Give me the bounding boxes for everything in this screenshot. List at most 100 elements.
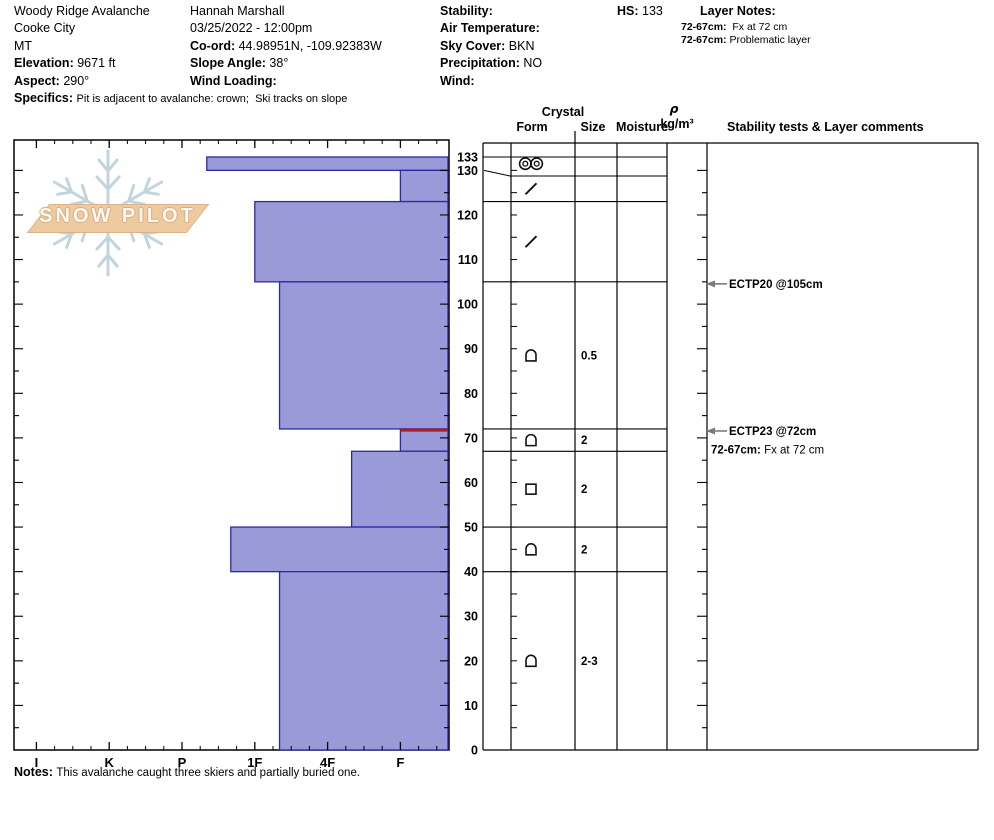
- layer-bar: [399, 169, 449, 203]
- aspect-field: Aspect: 290°: [14, 74, 89, 90]
- size-header: Size: [580, 120, 606, 134]
- stability-test-label: ECTP20 @105cm: [729, 279, 823, 291]
- grain-size-value: 2: [581, 435, 587, 447]
- pit-name: Woody Ridge Avalanche: [14, 4, 150, 18]
- layer-note-2: 72-67cm: Problematic layer: [681, 34, 811, 47]
- coord-label: Co-ord:: [190, 38, 236, 53]
- notes-field: Notes: This avalanche caught three skier…: [14, 765, 360, 781]
- hs-label: HS:: [617, 4, 639, 18]
- depth-label: 50: [464, 521, 478, 535]
- grain-size-value: 2: [581, 484, 587, 496]
- sky-cover-field: Sky Cover: BKN: [440, 39, 535, 55]
- notes-value: This avalanche caught three skiers and p…: [56, 767, 361, 779]
- depth-label: 110: [458, 253, 478, 267]
- crystal-form-symbol: [525, 433, 537, 447]
- grain-size-value: 0.5: [581, 350, 598, 362]
- layer-bar: [399, 428, 449, 452]
- layer-bar: [254, 200, 449, 283]
- hs-field: HS: 133: [617, 4, 663, 20]
- moisture-header: Moisture: [615, 120, 669, 134]
- snowflake-branch: [142, 177, 151, 194]
- slope-angle-field: Slope Angle: 38°: [190, 56, 288, 72]
- snowflake-branch: [106, 235, 121, 251]
- crystal-form-symbol: [530, 157, 544, 171]
- depth-label: 130: [457, 164, 478, 178]
- slope-angle-value: 38°: [269, 56, 289, 70]
- stability-column-header: Stability tests & Layer comments: [727, 120, 924, 134]
- snowflake-branch: [65, 232, 74, 249]
- left-arrow-icon: [706, 280, 715, 288]
- elevation-value: 9671 ft: [77, 56, 116, 70]
- depth-label: 40: [464, 565, 478, 579]
- slope-angle-label: Slope Angle:: [190, 56, 266, 70]
- wind-label: Wind:: [440, 73, 475, 88]
- coord-field: Co-ord: 44.98951N, -109.92383W: [190, 39, 382, 55]
- density-unit-header: kg/m³: [660, 117, 694, 131]
- crystal-form-symbol: [525, 483, 537, 495]
- wind-loading-field: Wind Loading:: [190, 74, 280, 90]
- snowflake-branch: [65, 177, 74, 194]
- pit-state: MT: [14, 38, 33, 53]
- layer-note-1-range: 72-67cm:: [681, 21, 727, 33]
- layer-note-2-range: 72-67cm:: [681, 34, 727, 46]
- depth-label: 120: [457, 208, 478, 222]
- air-temp-label: Air Temperature:: [440, 21, 540, 35]
- depth-label: 90: [464, 342, 478, 356]
- snowflake-branch: [142, 190, 160, 196]
- specifics-field: Specifics: Pit is adjacent to avalanche:…: [14, 91, 347, 107]
- layer-bar: [206, 156, 449, 172]
- crystal-form-symbol: [522, 160, 529, 167]
- specifics-value: Pit is adjacent to avalanche: crown; Ski…: [76, 93, 348, 105]
- hardness-axis-label: 1F: [247, 755, 262, 770]
- snowpilot-logo: SNOW PILOT: [26, 145, 210, 285]
- chart-border: [13, 139, 450, 751]
- stability-field: Stability:: [440, 4, 496, 20]
- density-symbol-header: ρ: [669, 101, 679, 116]
- layer-note-1: 72-67cm: Fx at 72 cm: [681, 21, 787, 34]
- logo-text: SNOW PILOT: [39, 205, 196, 227]
- crystal-form-symbol: [518, 157, 532, 171]
- layer-comment: 72-67cm: Fx at 72 cm: [711, 444, 824, 456]
- crystal-header: Crystal: [541, 105, 585, 119]
- layer-note-2-text: Problematic layer: [729, 34, 811, 46]
- layer-bar: [278, 281, 449, 430]
- elevation-field: Elevation: 9671 ft: [14, 56, 115, 72]
- aspect-value: 290°: [63, 73, 90, 88]
- depth-label: 60: [464, 476, 478, 490]
- crystal-form-symbol: [533, 160, 540, 167]
- layer-bar: [350, 450, 449, 528]
- snowflake-branch: [106, 253, 119, 268]
- layer-bar: [278, 571, 449, 751]
- snowflake-branch: [97, 158, 110, 173]
- pit-datetime: 03/25/2022 - 12:00pm: [190, 21, 313, 35]
- precipitation-label: Precipitation:: [440, 56, 520, 70]
- depth-label: 30: [464, 610, 478, 624]
- snowflake-branch: [106, 175, 121, 191]
- wind-loading-label: Wind Loading:: [190, 73, 277, 88]
- grain-size-value: 2-3: [581, 656, 598, 668]
- grain-size-value: 2: [581, 544, 587, 556]
- depth-label: 80: [464, 387, 478, 401]
- crystal-form-symbol: [525, 543, 537, 556]
- crystal-form-symbol: [525, 654, 537, 668]
- precipitation-field: Precipitation: NO: [440, 56, 542, 72]
- pit-city: Cooke City: [14, 21, 76, 35]
- hardness-axis-label: F: [396, 755, 404, 770]
- hardness-axis-label: P: [178, 755, 187, 770]
- sky-cover-value: BKN: [508, 38, 535, 53]
- layer-note-1-text: Fx at 72 cm: [732, 21, 788, 33]
- snowflake-branch: [97, 253, 110, 268]
- observer-name: Hannah Marshall: [190, 4, 285, 18]
- snowflake-branch: [142, 232, 151, 249]
- crystal-form-symbol: [524, 182, 538, 195]
- row-leader-line: [483, 169, 511, 177]
- hs-value: 133: [642, 4, 663, 18]
- wind-field: Wind:: [440, 74, 478, 90]
- snowflake-branch: [127, 199, 147, 207]
- layer-notes-label: Layer Notes:: [700, 4, 776, 18]
- snowflake-branch: [95, 235, 110, 251]
- depth-label: 0: [471, 744, 478, 758]
- snowflake-branch: [106, 158, 119, 173]
- form-header: Form: [516, 120, 548, 134]
